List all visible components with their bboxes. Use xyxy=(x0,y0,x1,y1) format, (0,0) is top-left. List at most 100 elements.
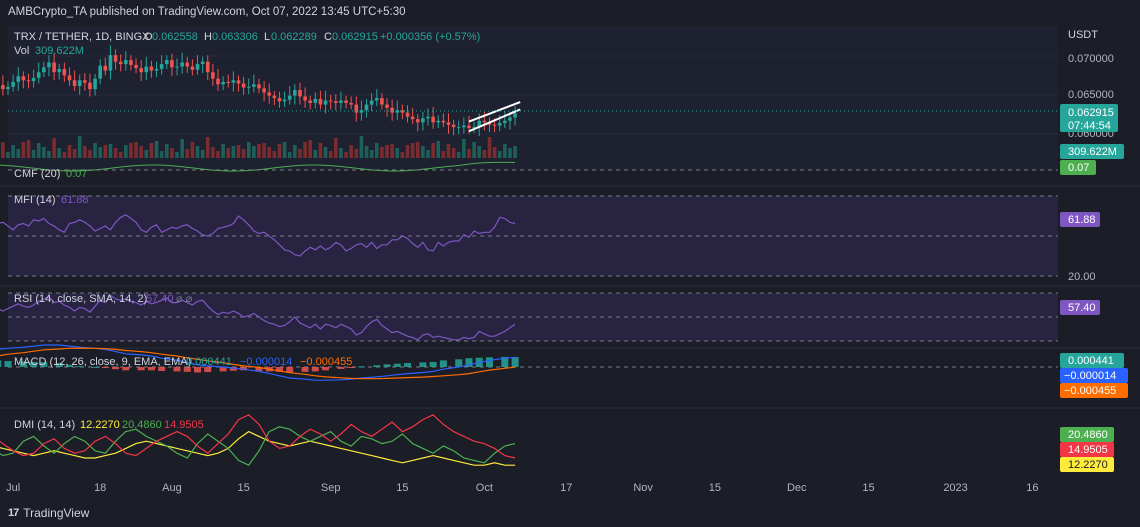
candle[interactable] xyxy=(144,66,149,73)
candle[interactable] xyxy=(205,61,210,73)
candle[interactable] xyxy=(349,102,353,105)
candle[interactable] xyxy=(257,84,261,89)
candle[interactable] xyxy=(108,55,113,71)
candle[interactable] xyxy=(226,81,231,83)
candle[interactable] xyxy=(364,104,369,111)
candle[interactable] xyxy=(462,125,466,128)
candle[interactable] xyxy=(200,61,205,65)
candle[interactable] xyxy=(431,116,435,123)
candle[interactable] xyxy=(11,81,15,87)
candle[interactable] xyxy=(436,120,441,123)
candle[interactable] xyxy=(456,127,461,129)
time-axis[interactable]: Jul 18 Aug 15 Sep 15 Oct 17 Nov 15 Dec 15 2023 16 xyxy=(6,482,1038,494)
candle[interactable] xyxy=(16,76,21,82)
candle[interactable] xyxy=(1,85,5,90)
candle[interactable] xyxy=(103,65,108,71)
candle[interactable] xyxy=(185,62,190,67)
candle[interactable] xyxy=(216,78,220,85)
candle[interactable] xyxy=(31,77,36,82)
candle[interactable] xyxy=(190,66,195,70)
candle[interactable] xyxy=(134,64,138,69)
candle[interactable] xyxy=(231,80,236,83)
candle[interactable] xyxy=(482,120,487,123)
candle[interactable] xyxy=(52,62,56,73)
candle[interactable] xyxy=(47,62,51,68)
candle[interactable] xyxy=(57,68,62,73)
candle[interactable] xyxy=(72,80,77,86)
candle[interactable] xyxy=(405,112,410,117)
candle[interactable] xyxy=(308,100,312,103)
candle[interactable] xyxy=(272,95,277,99)
candle[interactable] xyxy=(129,60,133,65)
candle[interactable] xyxy=(124,60,128,65)
candle[interactable] xyxy=(113,55,118,62)
candle[interactable] xyxy=(67,75,72,81)
candle[interactable] xyxy=(472,127,476,129)
candle[interactable] xyxy=(441,120,446,123)
candle[interactable] xyxy=(380,98,384,105)
candle[interactable] xyxy=(164,60,169,65)
candle[interactable] xyxy=(42,67,46,73)
candle[interactable] xyxy=(318,98,323,105)
candle[interactable] xyxy=(395,110,400,113)
candle[interactable] xyxy=(323,100,328,105)
candle[interactable] xyxy=(451,124,456,128)
candle[interactable] xyxy=(508,117,512,121)
candle[interactable] xyxy=(170,60,174,68)
candle[interactable] xyxy=(513,113,517,118)
candle[interactable] xyxy=(328,100,333,102)
candle[interactable] xyxy=(390,107,394,113)
candle[interactable] xyxy=(282,99,287,102)
candle[interactable] xyxy=(175,66,179,68)
candle[interactable] xyxy=(339,100,343,103)
candle[interactable] xyxy=(497,123,502,126)
candle[interactable] xyxy=(277,98,282,102)
candle[interactable] xyxy=(21,76,26,81)
candle[interactable] xyxy=(410,116,415,120)
candle[interactable] xyxy=(180,62,184,67)
candle[interactable] xyxy=(369,100,374,105)
candle[interactable] xyxy=(293,89,297,96)
candle[interactable] xyxy=(359,110,364,113)
candle[interactable] xyxy=(267,92,272,96)
candle[interactable] xyxy=(149,66,154,71)
candle[interactable] xyxy=(221,81,225,85)
candle[interactable] xyxy=(62,68,67,76)
candle[interactable] xyxy=(83,80,87,83)
candle[interactable] xyxy=(26,80,31,82)
candle[interactable] xyxy=(93,78,97,90)
candle[interactable] xyxy=(415,119,420,123)
candle[interactable] xyxy=(36,72,41,78)
candle[interactable] xyxy=(467,125,471,129)
candle[interactable] xyxy=(262,88,266,93)
chart-svg[interactable]: TRX / TETHER, 1D, BINGX O 0.062558 H 0.0… xyxy=(0,24,1140,500)
candle[interactable] xyxy=(313,98,318,103)
candle[interactable] xyxy=(374,98,379,101)
candle[interactable] xyxy=(252,84,256,87)
candle[interactable] xyxy=(195,64,200,70)
candle[interactable] xyxy=(211,72,215,79)
candle[interactable] xyxy=(154,68,159,71)
chart-area[interactable]: TRX / TETHER, 1D, BINGX O 0.062558 H 0.0… xyxy=(0,24,1140,500)
candle[interactable] xyxy=(98,65,102,79)
price-scale[interactable]: USDT 0.070000 0.065000 0.060000 0.062915… xyxy=(1060,29,1128,472)
candle[interactable] xyxy=(385,104,389,108)
candle[interactable] xyxy=(492,124,497,126)
candle[interactable] xyxy=(77,80,82,86)
candle[interactable] xyxy=(421,118,425,123)
candle[interactable] xyxy=(287,95,292,100)
candle[interactable] xyxy=(354,104,359,113)
candle[interactable] xyxy=(477,120,482,128)
candle[interactable] xyxy=(503,120,507,124)
candle[interactable] xyxy=(426,116,430,119)
candle[interactable] xyxy=(139,68,143,73)
candle[interactable] xyxy=(236,80,241,84)
candle[interactable] xyxy=(298,89,302,97)
candle[interactable] xyxy=(159,64,164,69)
candle[interactable] xyxy=(118,61,123,65)
candle[interactable] xyxy=(241,83,246,88)
candle[interactable] xyxy=(6,86,10,90)
candle[interactable] xyxy=(246,86,251,88)
candle[interactable] xyxy=(446,122,451,125)
candle[interactable] xyxy=(88,82,92,90)
